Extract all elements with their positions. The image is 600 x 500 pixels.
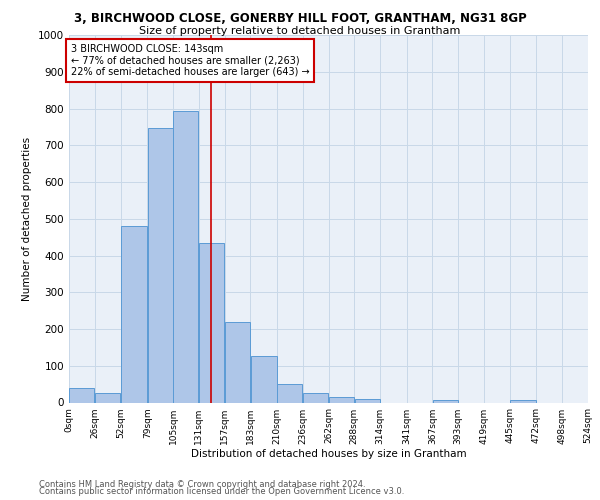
Bar (70, 388, 94, 402)
Bar (173, 111, 199, 403)
Bar (121, 226, 147, 402)
Bar (148, 128, 173, 402)
Bar (199, 242, 224, 402)
Y-axis label: Number of detached properties: Number of detached properties (22, 136, 32, 301)
Text: Size of property relative to detached houses in Grantham: Size of property relative to detached ho… (139, 26, 461, 36)
Bar (303, 392, 328, 402)
Bar (251, 356, 277, 403)
Text: Contains HM Land Registry data © Crown copyright and database right 2024.: Contains HM Land Registry data © Crown c… (39, 480, 365, 489)
Text: Contains public sector information licensed under the Open Government Licence v3: Contains public sector information licen… (39, 487, 404, 496)
Bar (355, 399, 380, 402)
X-axis label: Distribution of detached houses by size in Grantham: Distribution of detached houses by size … (191, 450, 466, 460)
Text: 3 BIRCHWOOD CLOSE: 143sqm
← 77% of detached houses are smaller (2,263)
22% of se: 3 BIRCHWOOD CLOSE: 143sqm ← 77% of detac… (71, 44, 310, 78)
Text: 3, BIRCHWOOD CLOSE, GONERBY HILL FOOT, GRANTHAM, NG31 8GP: 3, BIRCHWOOD CLOSE, GONERBY HILL FOOT, G… (74, 12, 526, 26)
Bar (433, 400, 458, 402)
Bar (510, 400, 536, 402)
Bar (329, 397, 354, 402)
Bar (277, 384, 302, 402)
Bar (95, 394, 120, 402)
Bar (225, 322, 250, 402)
